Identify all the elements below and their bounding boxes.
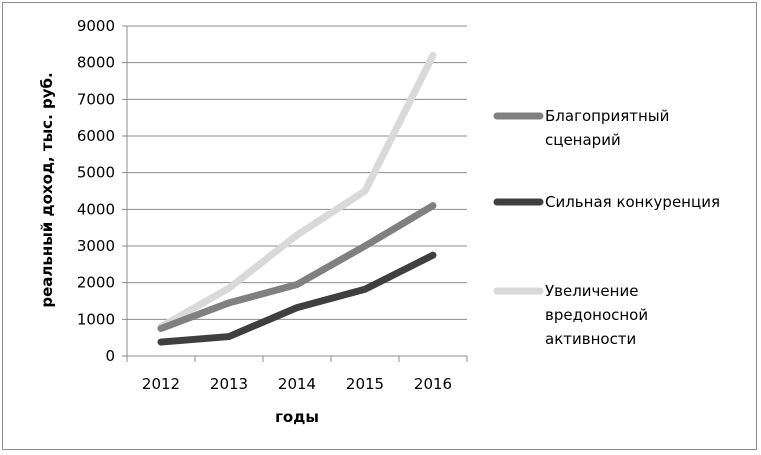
series-line: [157, 251, 437, 346]
legend-label: активности: [545, 330, 636, 348]
x-tick-label: 2015: [346, 375, 384, 393]
x-tick-label: 2012: [142, 375, 180, 393]
y-tick-label: 8000: [77, 54, 115, 72]
y-axis-title: реальный доход, тыс. руб.: [38, 72, 56, 307]
legend-label: Увеличение: [545, 282, 638, 300]
legend-label: Благоприятный: [545, 107, 669, 125]
chart-frame: [2, 2, 757, 450]
y-tick-label: 6000: [77, 127, 115, 145]
y-tick-label: 7000: [77, 90, 115, 108]
legend-label: Сильная конкуренция: [545, 193, 720, 211]
series-lines: [157, 51, 437, 346]
y-tick-label: 3000: [77, 237, 115, 255]
x-tick-label: 2013: [210, 375, 248, 393]
x-tick-labels: 2012 2013 2014 2015 2016: [142, 375, 452, 393]
y-tick-label: 9000: [77, 17, 115, 35]
x-axis-title: годы: [275, 408, 319, 426]
x-tick-label: 2016: [414, 375, 452, 393]
legend-label: сценарий: [545, 131, 621, 149]
legend: Благоприятный сценарий Сильная конкуренция…: [493, 107, 720, 348]
y-tick-labels: 0 1000 2000 3000 4000 5000 6000 7000 8000 9000: [77, 17, 115, 365]
legend-label: вредоносной: [545, 306, 648, 324]
y-tick-label: 2000: [77, 274, 115, 292]
series-line: [157, 51, 437, 331]
y-tick-label: 4000: [77, 200, 115, 218]
y-tick-label: 5000: [77, 164, 115, 182]
y-tick-label: 1000: [77, 310, 115, 328]
y-tick-label: 0: [105, 347, 115, 365]
series-line: [157, 202, 437, 332]
x-tick-label: 2014: [278, 375, 316, 393]
